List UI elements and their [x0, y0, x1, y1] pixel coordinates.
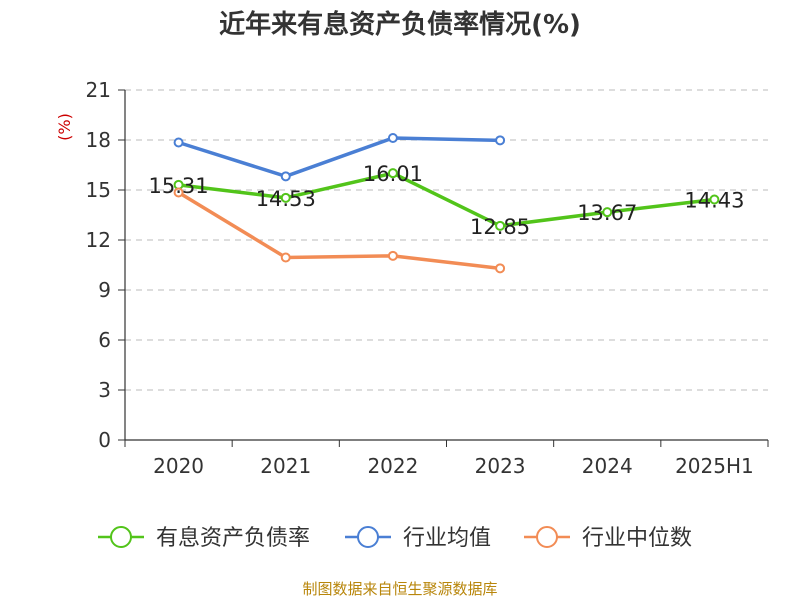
data-point: [495, 220, 506, 231]
series-lines: [173, 133, 720, 274]
data-label: 13.67: [577, 201, 637, 225]
source-note: 制图数据来自恒生聚源数据库: [302, 580, 498, 598]
x-tick-label: 2022: [367, 454, 418, 478]
x-tick-label: 2024: [582, 454, 633, 478]
legend-label: 有息资产负债率: [156, 526, 310, 551]
chart-title: 近年来有息资产负债率情况(%): [219, 10, 581, 40]
series-line: [178, 171, 715, 228]
data-point: [173, 137, 184, 148]
series-0: [173, 168, 720, 231]
legend-item-1: 行业均值: [345, 526, 491, 551]
y-tick-label: 15: [86, 178, 111, 202]
x-tick-label: 2020: [153, 454, 204, 478]
data-label: 14.53: [256, 187, 316, 211]
data-label: 12.85: [470, 215, 530, 239]
data-point: [387, 133, 398, 143]
data-label: 16.01: [363, 162, 423, 186]
series-line: [177, 191, 501, 271]
data-point: [280, 252, 291, 263]
legend: 有息资产负债率 行业均值 行业中位数: [98, 526, 692, 551]
y-tick-label: 21: [86, 78, 111, 102]
series-line: [178, 136, 501, 179]
data-point: [280, 192, 291, 203]
x-tick-label: 2025H1: [675, 454, 754, 478]
series-2: [173, 187, 506, 274]
legend-swatch-marker: [357, 526, 379, 548]
y-tick-label: 9: [98, 278, 111, 302]
data-labels: 15.31 14.53 16.01 12.85 13.67 14.43: [149, 162, 745, 239]
data-point: [280, 171, 291, 182]
series-1: [173, 133, 506, 182]
data-point: [709, 194, 720, 205]
data-point: [387, 250, 398, 261]
data-label: 15.31: [149, 174, 209, 198]
y-tick-label: 0: [98, 428, 111, 452]
legend-label: 行业中位数: [582, 526, 692, 551]
x-tick-label: 2021: [260, 454, 311, 478]
grid-lines: [125, 89, 768, 391]
data-point: [495, 135, 506, 146]
y-tick-label: 3: [98, 378, 111, 402]
x-tick-label: 2023: [475, 454, 526, 478]
legend-item-2: 行业中位数: [524, 526, 692, 551]
data-point: [602, 207, 613, 218]
legend-item-0: 有息资产负债率: [98, 526, 310, 551]
legend-swatch-marker: [110, 526, 132, 548]
y-tick-label: 12: [86, 228, 111, 252]
y-tick-label: 18: [86, 128, 111, 152]
y-tick-label: 6: [98, 328, 111, 352]
data-point: [495, 263, 506, 274]
y-axis-label: (%): [55, 113, 74, 141]
data-label: 14.43: [684, 189, 744, 213]
legend-swatch-marker: [536, 526, 558, 548]
data-point: [387, 168, 398, 179]
axes: 0 3 6 9 12 15 18 21 (%) 2020 2021 2022 2023 2024 2025H…: [55, 78, 769, 478]
legend-label: 行业均值: [403, 526, 491, 551]
data-point: [173, 187, 184, 198]
